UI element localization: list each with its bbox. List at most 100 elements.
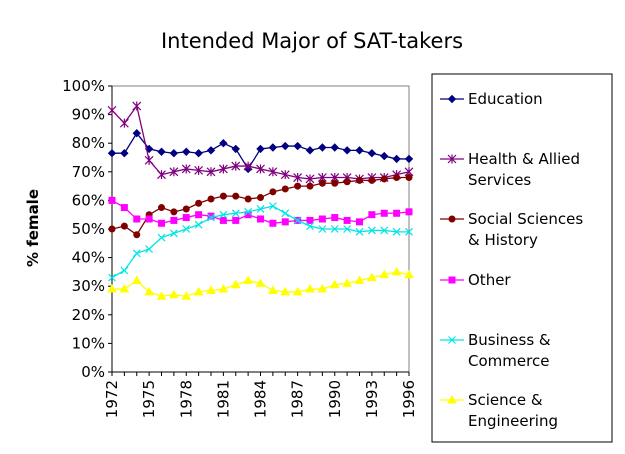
data-point bbox=[330, 225, 339, 233]
legend-label: & History bbox=[468, 231, 538, 249]
data-point bbox=[256, 205, 265, 213]
data-point bbox=[120, 222, 128, 230]
y-tick-label: 100% bbox=[62, 77, 105, 95]
series-5 bbox=[107, 266, 414, 300]
data-point bbox=[318, 143, 327, 152]
series-0 bbox=[107, 128, 414, 174]
data-point bbox=[256, 144, 265, 154]
data-point bbox=[405, 174, 413, 182]
data-point bbox=[182, 147, 191, 156]
data-point bbox=[218, 164, 228, 174]
legend-entry: Social Sciences & History bbox=[440, 210, 583, 249]
data-point bbox=[355, 146, 364, 155]
data-point bbox=[157, 233, 166, 242]
data-point bbox=[268, 285, 278, 294]
data-point bbox=[257, 194, 264, 202]
axes: 0% 10% 20% 30% 40% 50% 60% 70% 80% 90% 100% 1972 197… bbox=[62, 77, 418, 418]
series-3 bbox=[108, 196, 413, 227]
data-point bbox=[380, 151, 389, 161]
legend-label: Engineering bbox=[468, 412, 558, 430]
x-tick-label: 1975 bbox=[140, 380, 158, 418]
data-point bbox=[355, 227, 364, 236]
data-point bbox=[404, 154, 414, 164]
data-point bbox=[133, 215, 141, 223]
y-tick-label: 20% bbox=[72, 306, 105, 324]
data-point bbox=[331, 179, 339, 187]
data-point bbox=[206, 285, 216, 294]
data-point bbox=[342, 278, 352, 287]
data-point bbox=[393, 174, 401, 182]
data-point bbox=[219, 216, 227, 224]
data-point bbox=[107, 105, 117, 115]
data-point bbox=[356, 218, 363, 226]
data-point bbox=[195, 211, 203, 219]
data-point bbox=[181, 164, 191, 174]
y-tick-label: 50% bbox=[72, 220, 105, 238]
x-tick-label: 1978 bbox=[177, 380, 195, 418]
data-point bbox=[132, 101, 142, 111]
data-point bbox=[367, 149, 377, 158]
data-point bbox=[380, 175, 388, 183]
data-point bbox=[144, 286, 154, 296]
legend-label: Education bbox=[468, 90, 543, 108]
data-point bbox=[132, 249, 141, 258]
legend-label: Business & bbox=[468, 331, 551, 349]
data-point bbox=[318, 215, 326, 223]
data-point bbox=[269, 219, 277, 227]
data-point bbox=[243, 275, 253, 284]
legend-label: Health & Allied bbox=[468, 150, 580, 168]
x-tick-label: 1972 bbox=[103, 380, 121, 418]
data-point bbox=[379, 269, 390, 279]
legend-entry: Education bbox=[440, 90, 543, 108]
data-point bbox=[120, 204, 128, 212]
data-point bbox=[193, 286, 204, 296]
data-point bbox=[231, 161, 241, 171]
data-point bbox=[145, 245, 154, 253]
y-tick-label: 30% bbox=[72, 277, 105, 295]
data-point bbox=[268, 202, 277, 211]
data-point bbox=[182, 205, 190, 213]
x-tick-label: 1990 bbox=[326, 380, 344, 418]
data-point bbox=[280, 170, 290, 180]
data-point bbox=[218, 284, 229, 293]
data-point bbox=[306, 222, 314, 231]
data-point bbox=[230, 279, 241, 289]
legend-label: Services bbox=[468, 171, 531, 189]
data-point bbox=[219, 192, 227, 200]
data-point bbox=[256, 164, 265, 174]
data-point bbox=[169, 289, 179, 299]
data-point bbox=[107, 284, 117, 293]
data-point bbox=[306, 216, 314, 224]
data-point bbox=[405, 227, 413, 236]
data-point bbox=[293, 141, 302, 151]
plot-frame bbox=[111, 85, 410, 373]
data-point bbox=[280, 286, 291, 296]
data-point bbox=[281, 141, 290, 151]
data-point bbox=[268, 167, 278, 177]
data-point bbox=[368, 176, 376, 184]
legend-label: Other bbox=[468, 271, 511, 289]
data-point bbox=[331, 214, 339, 222]
data-point bbox=[169, 167, 179, 177]
series-2 bbox=[108, 174, 413, 239]
data-point bbox=[305, 174, 315, 184]
y-axis-label: % female bbox=[24, 189, 42, 267]
y-tick-label: 80% bbox=[72, 134, 105, 152]
data-point bbox=[342, 146, 352, 155]
data-point bbox=[292, 286, 303, 296]
data-point bbox=[268, 143, 278, 152]
data-point bbox=[194, 165, 204, 175]
legend-marker bbox=[448, 276, 456, 284]
data-point bbox=[194, 149, 203, 158]
legend-entry: Health & Allied Services bbox=[440, 150, 580, 189]
x-tick-label: 1981 bbox=[214, 380, 232, 418]
x-tick-label: 1984 bbox=[252, 380, 270, 418]
data-point bbox=[318, 179, 326, 187]
data-point bbox=[232, 192, 240, 200]
data-point bbox=[107, 149, 117, 158]
data-point bbox=[405, 208, 413, 216]
data-point bbox=[367, 272, 377, 282]
data-point bbox=[318, 225, 327, 233]
y-tick-label: 0% bbox=[81, 363, 105, 381]
